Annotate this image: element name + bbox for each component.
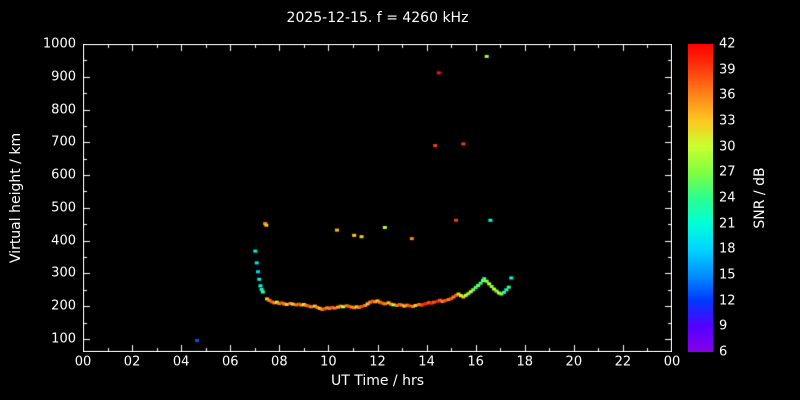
- x-tick-label: 10: [320, 354, 337, 370]
- colorbar-tick-label: 21: [719, 216, 736, 232]
- x-axis-label: UT Time / hrs: [330, 373, 425, 389]
- colorbar-tick-label: 30: [719, 139, 736, 155]
- y-tick-label: 300: [51, 265, 76, 281]
- y-tick-label: 800: [51, 102, 76, 118]
- y-tick-label: 1000: [42, 36, 76, 52]
- y-tick-label: 600: [51, 167, 76, 183]
- colorbar-tick-label: 6: [719, 344, 728, 360]
- colorbar-label: SNR / dB: [752, 167, 768, 229]
- y-tick-label: 200: [51, 298, 76, 314]
- colorbar: [688, 44, 713, 352]
- x-tick-label: 16: [467, 354, 484, 370]
- x-tick-label: 12: [369, 354, 386, 370]
- colorbar-tick-label: 27: [719, 164, 736, 180]
- scatter-canvas: [83, 44, 672, 352]
- x-tick-label: 08: [271, 354, 288, 370]
- x-tick-label: 22: [614, 354, 632, 370]
- x-tick-label: 18: [516, 354, 534, 370]
- chart-title: 2025-12-15. f = 4260 kHz: [286, 10, 469, 26]
- x-tick-label: 06: [221, 354, 239, 370]
- colorbar-tick-label: 9: [719, 318, 728, 334]
- y-tick-label: 900: [51, 69, 76, 85]
- colorbar-tick-label: 36: [719, 87, 736, 103]
- colorbar-tick-label: 42: [719, 36, 736, 52]
- colorbar-tick-label: 15: [719, 267, 736, 283]
- colorbar-tick-label: 18: [719, 241, 736, 257]
- y-tick-label: 500: [51, 200, 76, 216]
- x-tick-label: 02: [123, 354, 141, 370]
- x-tick-label: 00: [74, 354, 92, 370]
- plot-area: [83, 44, 672, 352]
- colorbar-tick-label: 33: [719, 113, 736, 129]
- y-axis-label: Virtual height / km: [8, 132, 24, 264]
- colorbar-tick-label: 12: [719, 293, 736, 309]
- colorbar-tick-label: 39: [719, 62, 736, 78]
- y-tick-label: 400: [51, 233, 76, 249]
- x-tick-label: 00: [663, 354, 681, 370]
- y-tick-label: 100: [51, 331, 76, 347]
- x-tick-label: 14: [418, 354, 435, 370]
- y-tick-label: 700: [51, 134, 76, 150]
- x-tick-label: 04: [172, 354, 190, 370]
- colorbar-tick-label: 24: [719, 190, 736, 206]
- x-tick-label: 20: [565, 354, 583, 370]
